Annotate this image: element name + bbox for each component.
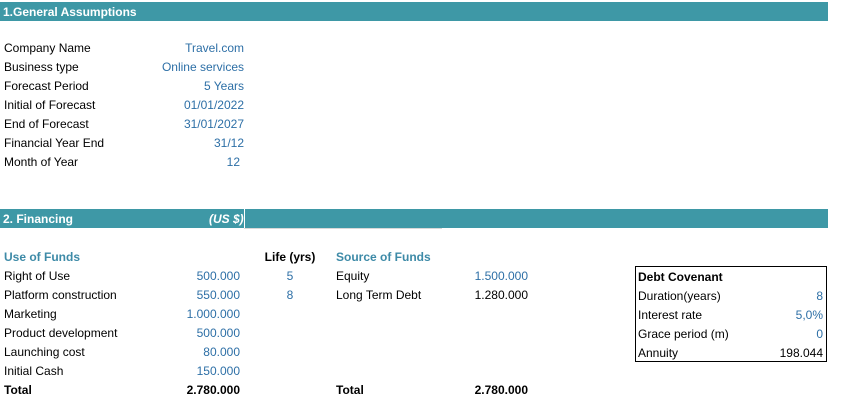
financing-underline bbox=[244, 228, 442, 229]
marketing-value[interactable]: 1.000.000 bbox=[186, 307, 240, 321]
long-term-debt-label: Long Term Debt bbox=[336, 288, 422, 302]
sources-total-value: 2.780.000 bbox=[474, 383, 528, 397]
annuity-value: 198.044 bbox=[779, 346, 823, 360]
forecast-period-label: Forecast Period bbox=[4, 79, 89, 93]
initial-cash-value[interactable]: 150.000 bbox=[196, 364, 240, 378]
initial-cash-label: Initial Cash bbox=[4, 364, 64, 378]
forecast-period-value[interactable]: 5 Years bbox=[203, 79, 244, 93]
platform-construction-life[interactable]: 8 bbox=[286, 288, 294, 302]
equity-label: Equity bbox=[336, 269, 370, 283]
initial-of-forecast-label: Initial of Forecast bbox=[4, 98, 96, 112]
financial-year-end-label: Financial Year End bbox=[4, 136, 105, 150]
product-development-value[interactable]: 500.000 bbox=[196, 326, 240, 340]
end-of-forecast-label: End of Forecast bbox=[4, 117, 89, 131]
launching-cost-label: Launching cost bbox=[4, 345, 85, 359]
initial-of-forecast-value[interactable]: 01/01/2022 bbox=[183, 98, 244, 112]
company-name-value[interactable]: Travel.com bbox=[185, 41, 244, 55]
debt-covenant-box: Debt Covenant Duration(years) 8 Interest… bbox=[635, 266, 827, 362]
interest-rate-value[interactable]: 5,0% bbox=[795, 308, 823, 322]
right-of-use-label: Right of Use bbox=[4, 269, 71, 283]
uses-total-value: 2.780.000 bbox=[186, 383, 240, 397]
marketing-label: Marketing bbox=[4, 307, 57, 321]
interest-rate-label: Interest rate bbox=[638, 308, 703, 322]
right-of-use-value[interactable]: 500.000 bbox=[196, 269, 240, 283]
header-divider bbox=[244, 209, 245, 228]
grace-period-label: Grace period (m) bbox=[638, 327, 729, 341]
duration-years-value[interactable]: 8 bbox=[816, 289, 823, 303]
financing-header: 2. Financing (US $) bbox=[0, 209, 828, 228]
business-type-value[interactable]: Online services bbox=[161, 60, 244, 74]
platform-construction-label: Platform construction bbox=[4, 288, 117, 302]
company-name-label: Company Name bbox=[4, 41, 91, 55]
product-development-label: Product development bbox=[4, 326, 118, 340]
duration-years-label: Duration(years) bbox=[638, 289, 721, 303]
business-type-label: Business type bbox=[4, 60, 79, 74]
life-yrs-title: Life (yrs) bbox=[264, 250, 316, 264]
source-of-funds-title: Source of Funds bbox=[336, 250, 431, 264]
financing-title: 2. Financing bbox=[3, 212, 74, 226]
month-of-year-label: Month of Year bbox=[4, 155, 79, 169]
annuity-label: Annuity bbox=[638, 346, 679, 360]
equity-value[interactable]: 1.500.000 bbox=[474, 269, 528, 283]
grace-period-value[interactable]: 0 bbox=[816, 327, 823, 341]
debt-covenant-title: Debt Covenant bbox=[638, 270, 723, 284]
financial-year-end-value[interactable]: 31/12 bbox=[213, 136, 244, 150]
use-of-funds-title: Use of Funds bbox=[4, 250, 81, 264]
uses-total-label: Total bbox=[4, 383, 32, 397]
right-of-use-life[interactable]: 5 bbox=[286, 269, 294, 283]
sources-total-label: Total bbox=[336, 383, 364, 397]
platform-construction-value[interactable]: 550.000 bbox=[196, 288, 240, 302]
month-of-year-value[interactable]: 12 bbox=[226, 155, 240, 169]
launching-cost-value[interactable]: 80.000 bbox=[203, 345, 240, 359]
end-of-forecast-value[interactable]: 31/01/2027 bbox=[183, 117, 244, 131]
general-assumptions-title: 1.General Assumptions bbox=[3, 5, 137, 19]
general-assumptions-header: 1.General Assumptions bbox=[0, 2, 828, 21]
long-term-debt-value: 1.280.000 bbox=[474, 288, 528, 302]
financing-currency: (US $) bbox=[209, 212, 244, 226]
